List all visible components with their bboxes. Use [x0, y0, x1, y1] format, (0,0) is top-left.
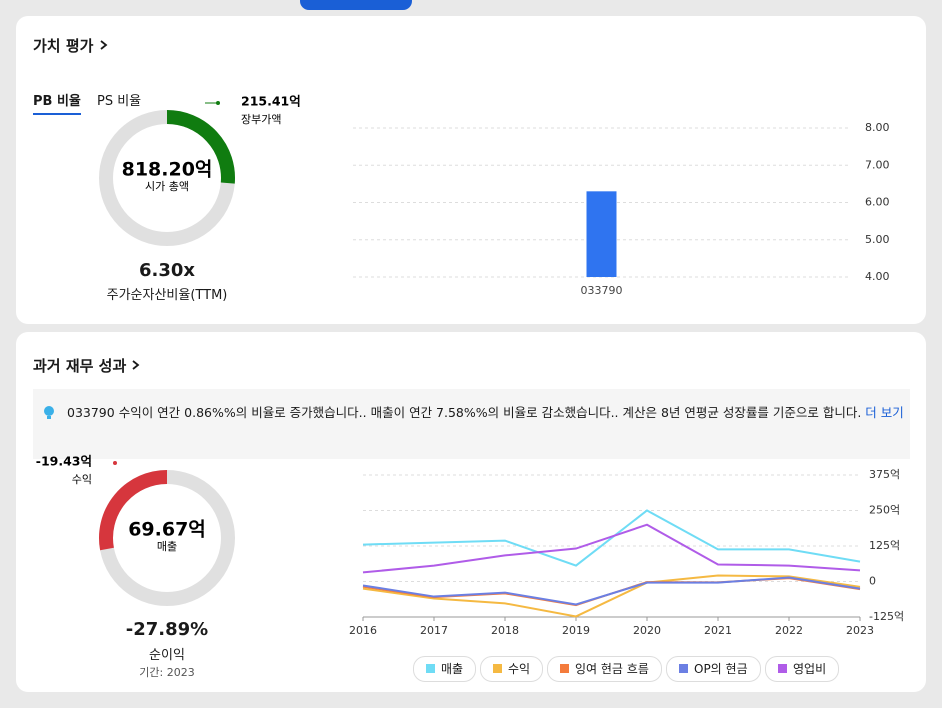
top-strip — [300, 0, 412, 10]
chevron — [132, 360, 140, 370]
ratio-name: 순이익 — [149, 648, 185, 663]
y-tick-label: 8.00 — [865, 121, 890, 134]
valuation-card: 가치 평가 PB 비율 PS 비율 6.30x 주가순자산비율(TTM) — [16, 16, 926, 324]
chevron — [100, 40, 108, 50]
donut-arc — [99, 470, 168, 551]
x-tick-label: 2022 — [775, 624, 803, 637]
donut-arc — [166, 110, 235, 184]
bulb-icon — [44, 406, 54, 419]
x-tick-label: 2017 — [420, 624, 448, 637]
more-link[interactable]: 더 보기 — [865, 405, 904, 420]
legend-label: OP의 현금 — [694, 662, 748, 676]
section-title[interactable]: 과거 재무 성과 — [33, 355, 141, 376]
legend-label: 잉여 현금 흐름 — [575, 662, 649, 676]
legend-swatch — [560, 664, 569, 673]
legend-label: 수익 — [508, 662, 531, 676]
ratio-name: 주가순자산비율(TTM) — [106, 288, 228, 303]
insight-text: 033790 수익이 연간 0.86%%의 비율로 증가했습니다.. 매출이 연… — [45, 402, 907, 424]
y-tick-label: 7.00 — [865, 158, 890, 171]
legend-swatch — [426, 664, 435, 673]
x-tick-label: 2023 — [846, 624, 874, 637]
x-tick-label: 2018 — [491, 624, 519, 637]
ratio-value: 6.30x — [138, 260, 196, 281]
legend-swatch — [679, 664, 688, 673]
series-line — [362, 574, 861, 618]
legend-item[interactable]: 수익 — [480, 656, 544, 682]
y-tick-label: 5.00 — [865, 233, 890, 246]
part-name: 수익 — [72, 473, 92, 486]
legend-item[interactable]: 매출 — [413, 656, 477, 682]
part-name: 장부가액 — [241, 113, 281, 126]
tab[interactable]: PS 비율 — [97, 94, 142, 109]
part-value: -19.43억 — [36, 454, 92, 469]
x-tick-label: 033790 — [581, 284, 623, 297]
x-tick-label: 2021 — [704, 624, 732, 637]
y-tick-label: 4.00 — [865, 270, 890, 283]
y-tick-label: 6.00 — [865, 196, 890, 209]
legend-swatch — [493, 664, 502, 673]
legend-label: 매출 — [441, 662, 464, 676]
y-tick-label: 125억 — [869, 539, 900, 552]
donut-total-name: 시가 총액 — [145, 180, 189, 193]
series-line — [362, 509, 861, 567]
y-tick-label: 375억 — [869, 468, 900, 481]
bar — [586, 191, 617, 277]
legend-item[interactable]: 영업비 — [765, 656, 840, 682]
legend-item[interactable]: 잉여 현금 흐름 — [547, 656, 662, 682]
donut-total-name: 매출 — [157, 540, 177, 553]
part-value: 215.41억 — [241, 94, 301, 109]
donut-total: 69.67억 — [128, 519, 206, 541]
y-tick-label: 0 — [869, 575, 876, 588]
x-tick-label: 2016 — [349, 624, 377, 637]
leader-dot — [216, 101, 220, 105]
tab[interactable]: PB 비율 — [33, 90, 81, 115]
period: 기간: 2023 — [139, 666, 195, 679]
insight-sentence: 033790 수익이 연간 0.86%%의 비율로 증가했습니다.. 매출이 연… — [67, 405, 862, 420]
y-tick-label: 250억 — [869, 504, 900, 517]
insight-box: 033790 수익이 연간 0.86%%의 비율로 증가했습니다.. 매출이 연… — [33, 389, 910, 459]
title-text[interactable]: 과거 재무 성과 — [33, 357, 127, 375]
series-line — [362, 577, 861, 607]
y-tick-label: -125억 — [869, 610, 904, 623]
x-tick-label: 2020 — [633, 624, 661, 637]
section-title[interactable]: 가치 평가 — [33, 35, 109, 56]
series-line — [362, 523, 861, 574]
series-line — [362, 576, 861, 606]
legend-label: 영업비 — [793, 662, 827, 676]
performance-card: 과거 재무 성과 033790 수익이 연간 0.86%%의 비율로 증가했습니… — [16, 332, 926, 692]
title-text[interactable]: 가치 평가 — [33, 37, 94, 55]
donut-total: 818.20억 — [122, 159, 213, 181]
leader-dot — [113, 461, 117, 465]
x-tick-label: 2019 — [562, 624, 590, 637]
legend-swatch — [778, 664, 787, 673]
ratio-value: -27.89% — [125, 619, 209, 640]
legend-item[interactable]: OP의 현금 — [666, 656, 761, 682]
